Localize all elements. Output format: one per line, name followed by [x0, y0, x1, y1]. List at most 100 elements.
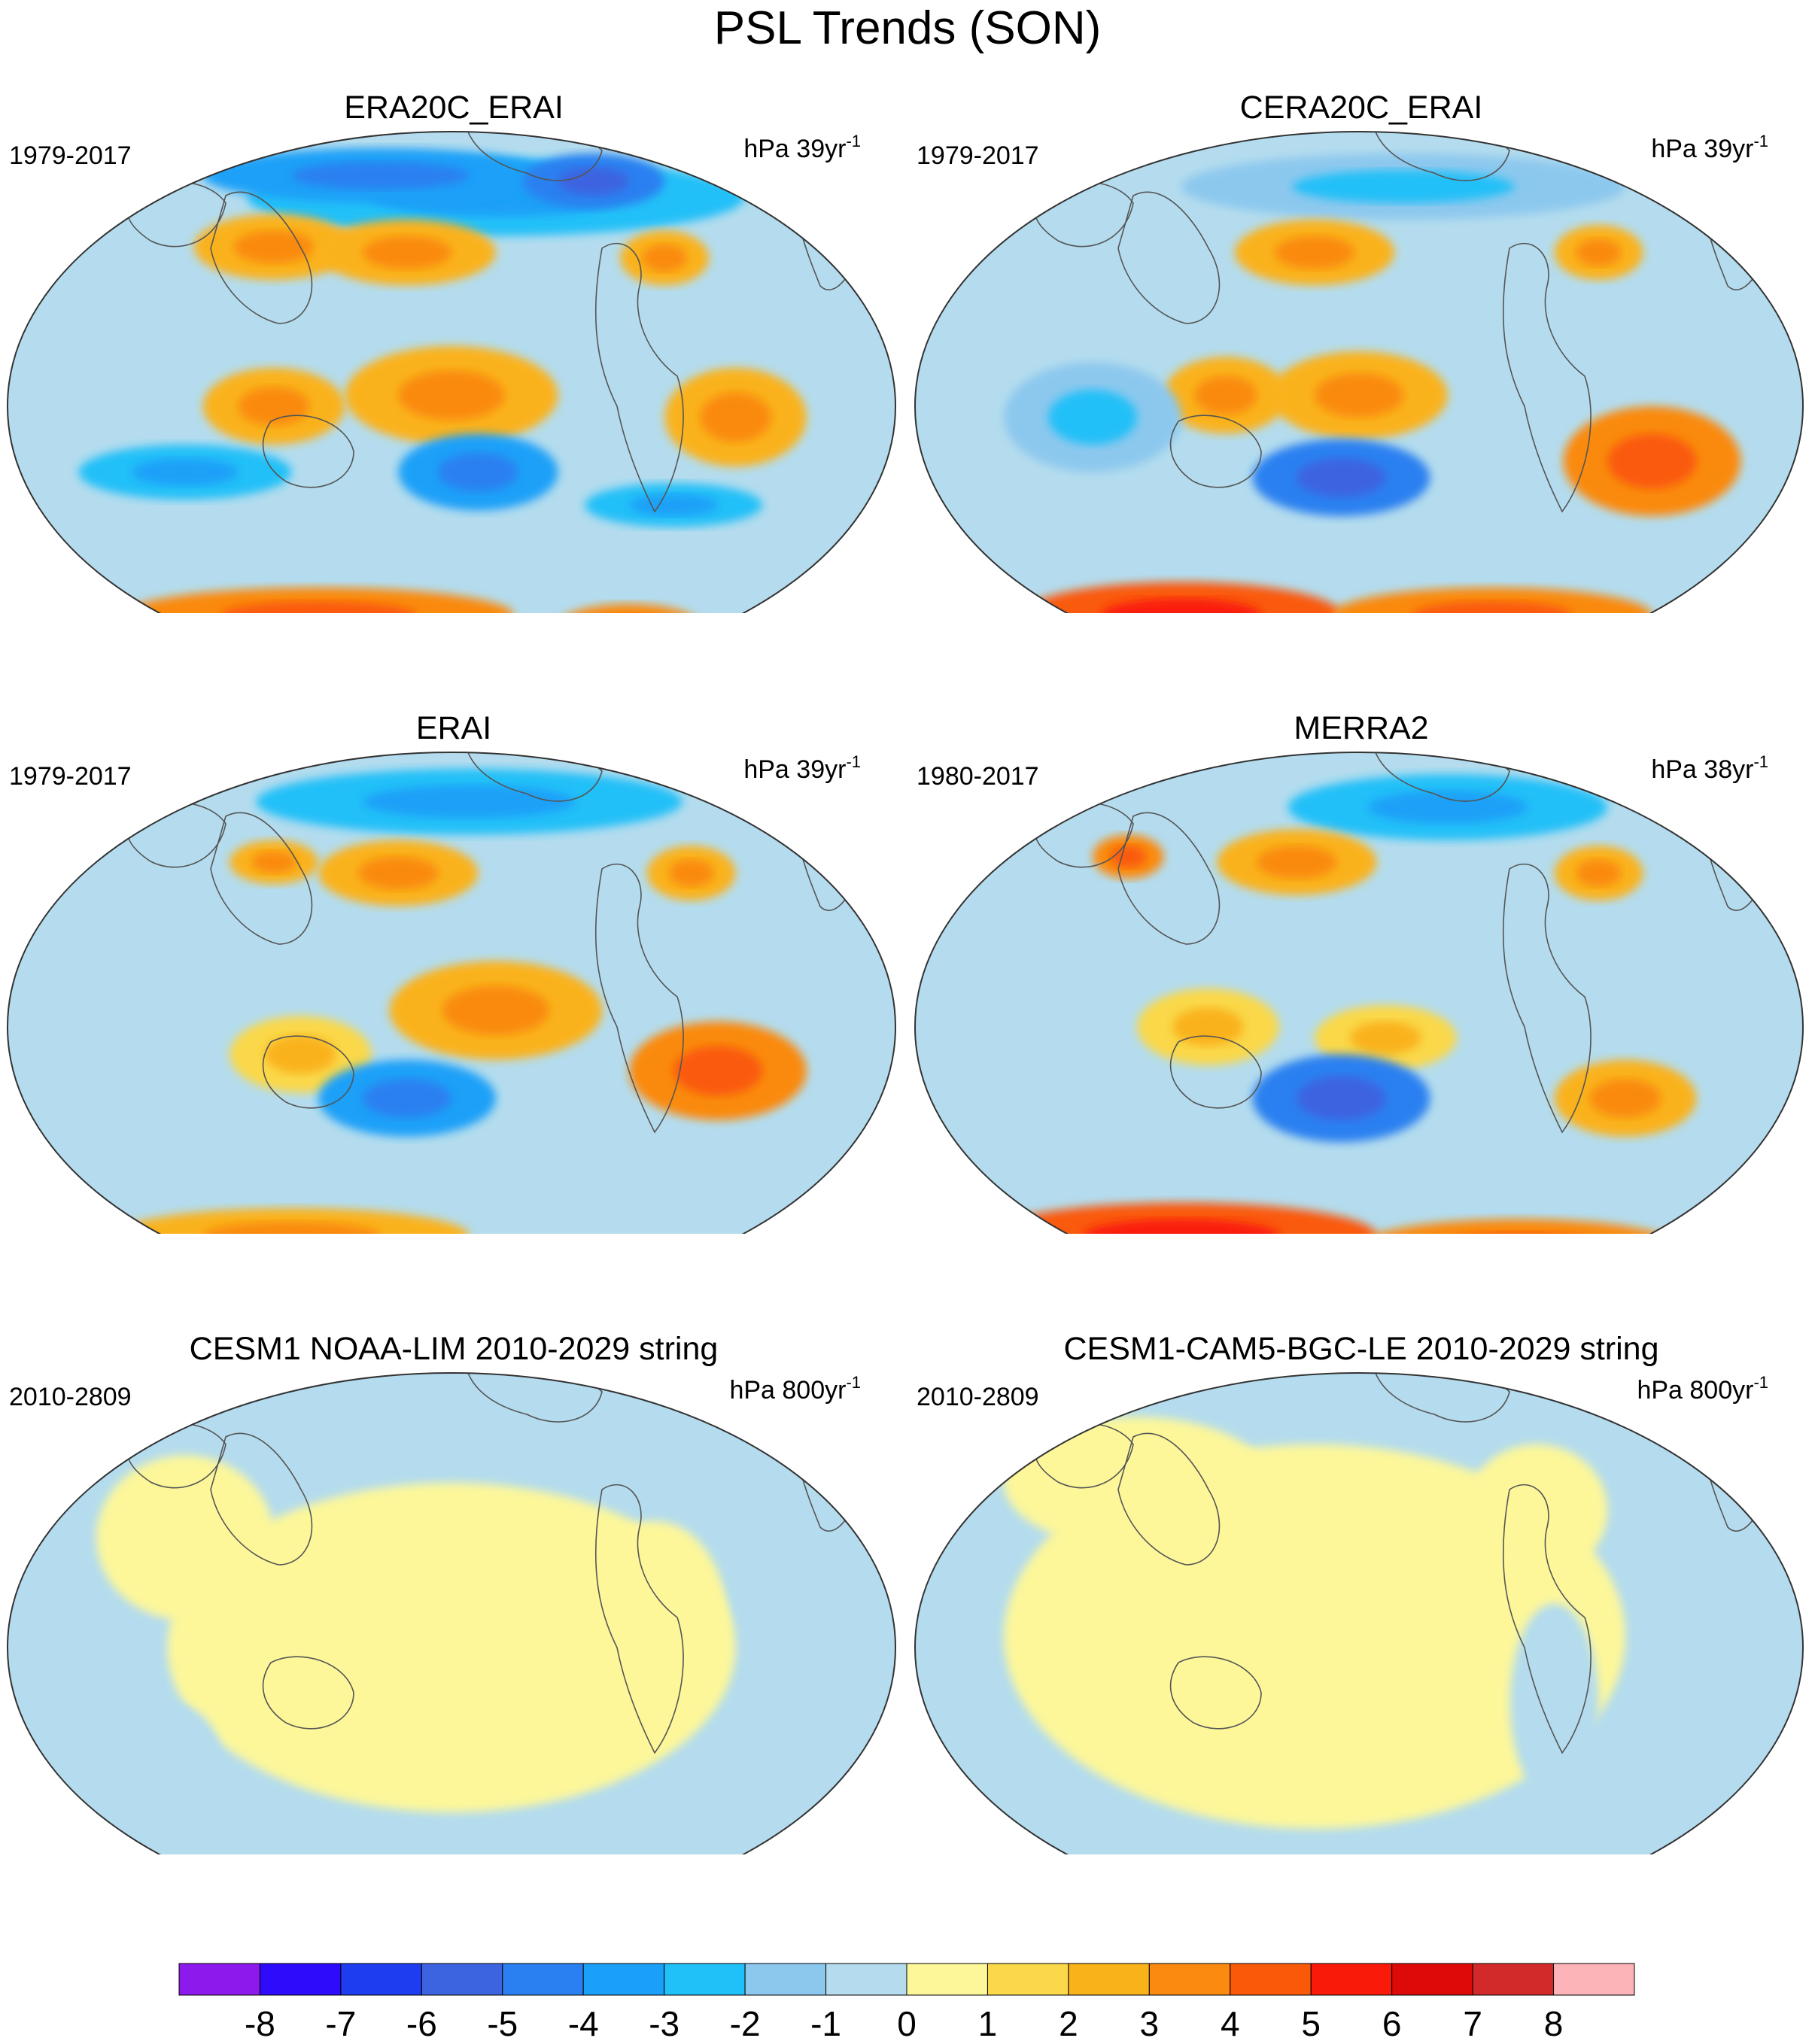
trend-core [1315, 373, 1403, 418]
trend-core [642, 244, 687, 272]
colorbar-label: -8 [245, 2004, 275, 2043]
panel-period: 1979-2017 [917, 141, 1039, 170]
trend-region [123, 587, 514, 613]
panel-units: hPa 800yr-1 [1637, 1373, 1768, 1405]
units-text: hPa 800yr [729, 1376, 847, 1405]
trend-core [1194, 375, 1257, 415]
units-exponent: -1 [846, 1373, 861, 1392]
map-panel: CESM1 NOAA-LIM 2010-2029 string 2010-2809… [0, 1241, 908, 1854]
trend-core [291, 162, 470, 190]
panel-period: 2010-2809 [9, 1383, 132, 1411]
trend-core [220, 601, 416, 613]
trend-core [358, 856, 439, 890]
map-2 [7, 752, 896, 1234]
coastline [1169, 1035, 1262, 1109]
trend-core [363, 1079, 451, 1118]
panel-period: 1979-2017 [9, 141, 132, 170]
panel-units: hPa 39yr-1 [743, 752, 861, 785]
colorbar-label: -5 [487, 2004, 518, 2043]
colorbar-swatch [1553, 1963, 1635, 1996]
trend-region [96, 1455, 274, 1620]
units-exponent: -1 [1753, 1373, 1768, 1392]
units-text: hPa 38yr [1651, 755, 1754, 784]
colorbar-swatch [1148, 1963, 1231, 1996]
colorbar-label: 5 [1301, 2004, 1321, 2043]
trend-core [1589, 1079, 1661, 1118]
colorbar-label: 2 [1059, 2004, 1078, 2043]
trend-core [132, 458, 239, 486]
colorbar-label: -2 [730, 2004, 761, 2043]
map-border [914, 1372, 1804, 1854]
coastline [465, 132, 603, 181]
colorbar-swatch [1230, 1963, 1312, 1996]
map-border [7, 1372, 896, 1854]
coastline [1502, 1484, 1592, 1754]
trend-region [1004, 1417, 1270, 1549]
map-border [914, 131, 1804, 613]
figure-title: PSL Trends (SON) [713, 2, 1102, 54]
trend-core [700, 392, 771, 442]
colorbar-swatch [340, 1963, 422, 1996]
coastline [594, 864, 684, 1134]
coastline [465, 1373, 603, 1423]
coastline [1169, 415, 1262, 488]
trend-core [673, 1046, 762, 1096]
panel-title: ERAI [415, 710, 492, 746]
trend-core [558, 167, 629, 195]
trend-core [251, 851, 296, 873]
panel-units: hPa 38yr-1 [1651, 754, 1768, 785]
map-border [7, 752, 896, 1234]
trend-region [1509, 1603, 1599, 1802]
trend-region [114, 1207, 470, 1234]
units-text: hPa 800yr [1637, 1376, 1754, 1405]
colorbar-swatch [259, 1963, 342, 1996]
panel-period: 2010-2809 [917, 1383, 1039, 1411]
colorbar-label: -1 [810, 2004, 841, 2043]
map-0 [7, 131, 896, 613]
colorbar-swatch [1391, 1963, 1473, 1996]
trend-core [1257, 846, 1337, 879]
trend-core [1297, 1076, 1386, 1121]
trend-core [398, 370, 505, 421]
map-panel: ERAI 1979-2017 hPa 39yr-1 [0, 621, 908, 1234]
trend-core [629, 494, 718, 517]
map-border [914, 752, 1804, 1234]
trend-region [114, 1702, 221, 1812]
colorbar-swatch [906, 1963, 988, 1996]
panel-title: CESM1 NOAA-LIM 2010-2029 string [189, 1331, 719, 1367]
coastline [1117, 191, 1221, 324]
coastline [1502, 864, 1592, 1134]
trend-core [1367, 791, 1528, 824]
trend-region [1332, 587, 1652, 613]
trend-region [986, 1202, 1377, 1234]
units-exponent: -1 [846, 132, 861, 150]
coastline [1117, 1432, 1221, 1566]
colorbar-label: 0 [897, 2004, 917, 2043]
colorbar-swatch [744, 1963, 827, 1996]
colorbar-label: 1 [978, 2004, 998, 2043]
colorbar-swatch [987, 1963, 1069, 1996]
trend-region [167, 1483, 736, 1812]
units-text: hPa 39yr [743, 755, 847, 784]
units-exponent: -1 [846, 752, 861, 771]
map-5 [914, 1372, 1804, 1854]
trend-core [1576, 859, 1622, 887]
map-3 [914, 752, 1804, 1234]
trend-core [233, 230, 315, 264]
trend-core [1048, 390, 1137, 445]
coastline [1502, 243, 1592, 513]
colorbar-label: -7 [325, 2004, 356, 2043]
trend-core [442, 986, 549, 1035]
trend-core [1084, 1219, 1279, 1234]
coastline [210, 812, 313, 945]
colorbar-swatch [502, 1963, 584, 1996]
coastline [1373, 1373, 1510, 1423]
map-1 [914, 131, 1804, 613]
coastline [210, 191, 313, 324]
units-text: hPa 39yr [1651, 135, 1754, 163]
panel-units: hPa 39yr-1 [1651, 133, 1768, 164]
panel-title: MERRA2 [1294, 710, 1429, 746]
coastline [1117, 812, 1221, 945]
map-panel: ERA20C_ERAI 1979-2017 hPa 39yr-1 [0, 0, 908, 613]
